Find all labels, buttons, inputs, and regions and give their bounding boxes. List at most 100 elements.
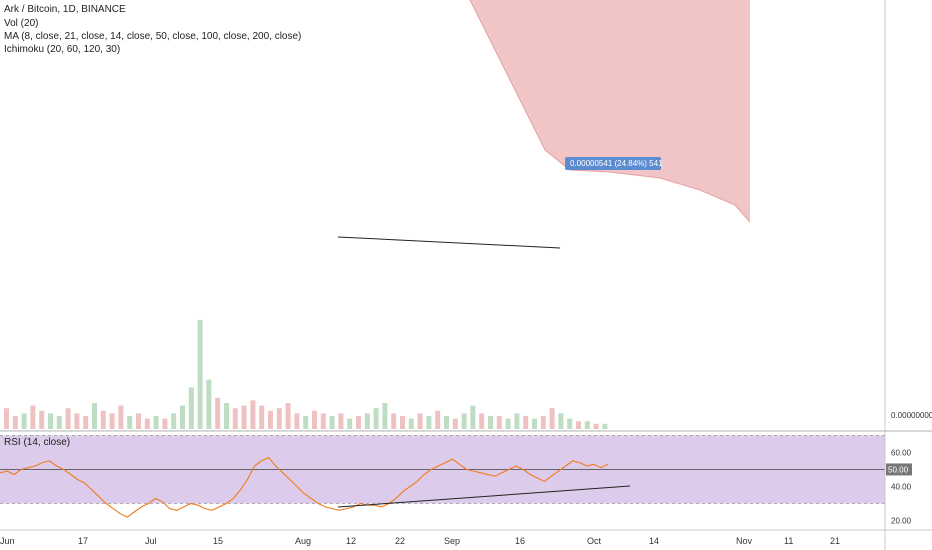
time-tick-label: Oct <box>587 536 602 546</box>
volume-bar <box>602 423 608 429</box>
volume-bar <box>56 416 62 429</box>
volume-bar <box>435 410 441 429</box>
volume-bar <box>250 400 256 429</box>
volume-bar <box>505 418 511 429</box>
volume-bar <box>320 413 326 429</box>
volume-bar <box>48 413 53 429</box>
price-tick-label: 0.00000000 <box>891 411 932 420</box>
volume-bar <box>39 410 45 429</box>
time-tick-label: 11 <box>784 536 793 546</box>
volume-bar <box>479 413 485 429</box>
volume-bar <box>83 416 89 429</box>
volume-bar <box>514 413 520 429</box>
volume-bar <box>224 403 229 429</box>
rsi-current-tag: 50.00 <box>888 465 909 474</box>
rsi-trendline <box>337 485 631 508</box>
volume-bar <box>356 416 361 429</box>
volume-bar <box>30 405 36 429</box>
volume-bar <box>276 408 282 429</box>
volume-bar <box>100 410 106 429</box>
volume-bar <box>162 418 168 429</box>
volume-bar <box>136 413 141 429</box>
volume-bar <box>188 387 194 429</box>
legend-ma: MA (8, close, 21, close, 14, close, 50, … <box>4 31 302 42</box>
volume-bar <box>74 413 80 429</box>
volume-bar <box>488 416 493 429</box>
volume-bar <box>65 408 71 429</box>
time-tick-label: Jun <box>0 536 15 546</box>
volume-bar <box>294 413 300 429</box>
volume-bar <box>338 413 344 429</box>
time-tick-label: 14 <box>649 536 659 546</box>
volume-bar <box>12 416 18 429</box>
volume-pane <box>4 319 608 429</box>
price-trendline <box>337 236 561 249</box>
volume-bar <box>118 405 124 429</box>
time-tick-label: Aug <box>295 536 311 546</box>
time-tick-label: 15 <box>213 536 223 546</box>
volume-bar <box>215 397 221 429</box>
time-tick-label: Sep <box>444 536 460 546</box>
volume-bar <box>400 416 405 429</box>
volume-bar <box>391 413 397 429</box>
volume-bar <box>347 418 353 429</box>
rsi-tick-label: 60.00 <box>891 448 912 457</box>
time-tick-label: 22 <box>395 536 405 546</box>
rsi-tick-label: 40.00 <box>891 482 912 491</box>
legend-ichimoku: Ichimoku (20, 60, 120, 30) <box>4 44 121 55</box>
volume-bar <box>382 403 388 429</box>
volume-bar <box>144 418 150 429</box>
volume-bar <box>470 405 476 429</box>
measure-callout-bg <box>565 157 661 170</box>
rsi-current-tag-bg <box>886 463 912 476</box>
volume-bar <box>408 418 414 429</box>
volume-bar <box>268 410 273 429</box>
volume-bar <box>241 405 247 429</box>
volume-bar <box>21 413 27 429</box>
volume-bar <box>576 421 581 429</box>
volume-bar <box>444 416 449 429</box>
volume-bar <box>4 408 9 429</box>
volume-bar <box>452 418 458 429</box>
volume-bar <box>180 405 185 429</box>
volume-bar <box>197 319 203 429</box>
volume-bar <box>259 405 265 429</box>
volume-bar <box>417 413 423 429</box>
ichimoku-cloud <box>470 0 750 222</box>
legend-rsi: RSI (14, close) <box>4 437 71 448</box>
volume-bar <box>232 408 238 429</box>
volume-bar <box>540 416 546 429</box>
volume-bar <box>549 408 555 429</box>
volume-bar <box>584 421 590 429</box>
time-tick-label: 16 <box>515 536 525 546</box>
rsi-pane <box>0 435 885 518</box>
volume-bar <box>523 416 529 429</box>
measure-callout-text: 0.00000541 (24.84%) 541 <box>570 159 663 168</box>
volume-bar <box>153 416 159 429</box>
rsi-line <box>0 456 609 518</box>
volume-bar <box>312 410 317 429</box>
volume-bar <box>109 413 115 429</box>
volume-bar <box>171 413 177 429</box>
volume-bar <box>303 416 309 429</box>
time-tick-label: Jul <box>145 536 157 546</box>
volume-bar <box>206 379 212 429</box>
volume-bar <box>532 418 537 429</box>
chart-title: Ark / Bitcoin, 1D, BINANCE <box>4 4 126 15</box>
time-tick-label: 12 <box>346 536 356 546</box>
volume-bar <box>364 413 370 429</box>
volume-bar <box>593 423 599 429</box>
volume-bar <box>127 416 133 429</box>
volume-bar <box>461 413 467 429</box>
volume-bar <box>567 418 573 429</box>
volume-bar <box>558 413 564 429</box>
rsi-tick-label: 20.00 <box>891 516 912 525</box>
time-tick-label: 17 <box>78 536 88 546</box>
volume-bar <box>496 416 502 429</box>
volume-bar <box>92 403 97 429</box>
volume-bar <box>285 403 291 429</box>
volume-bar <box>329 416 335 429</box>
